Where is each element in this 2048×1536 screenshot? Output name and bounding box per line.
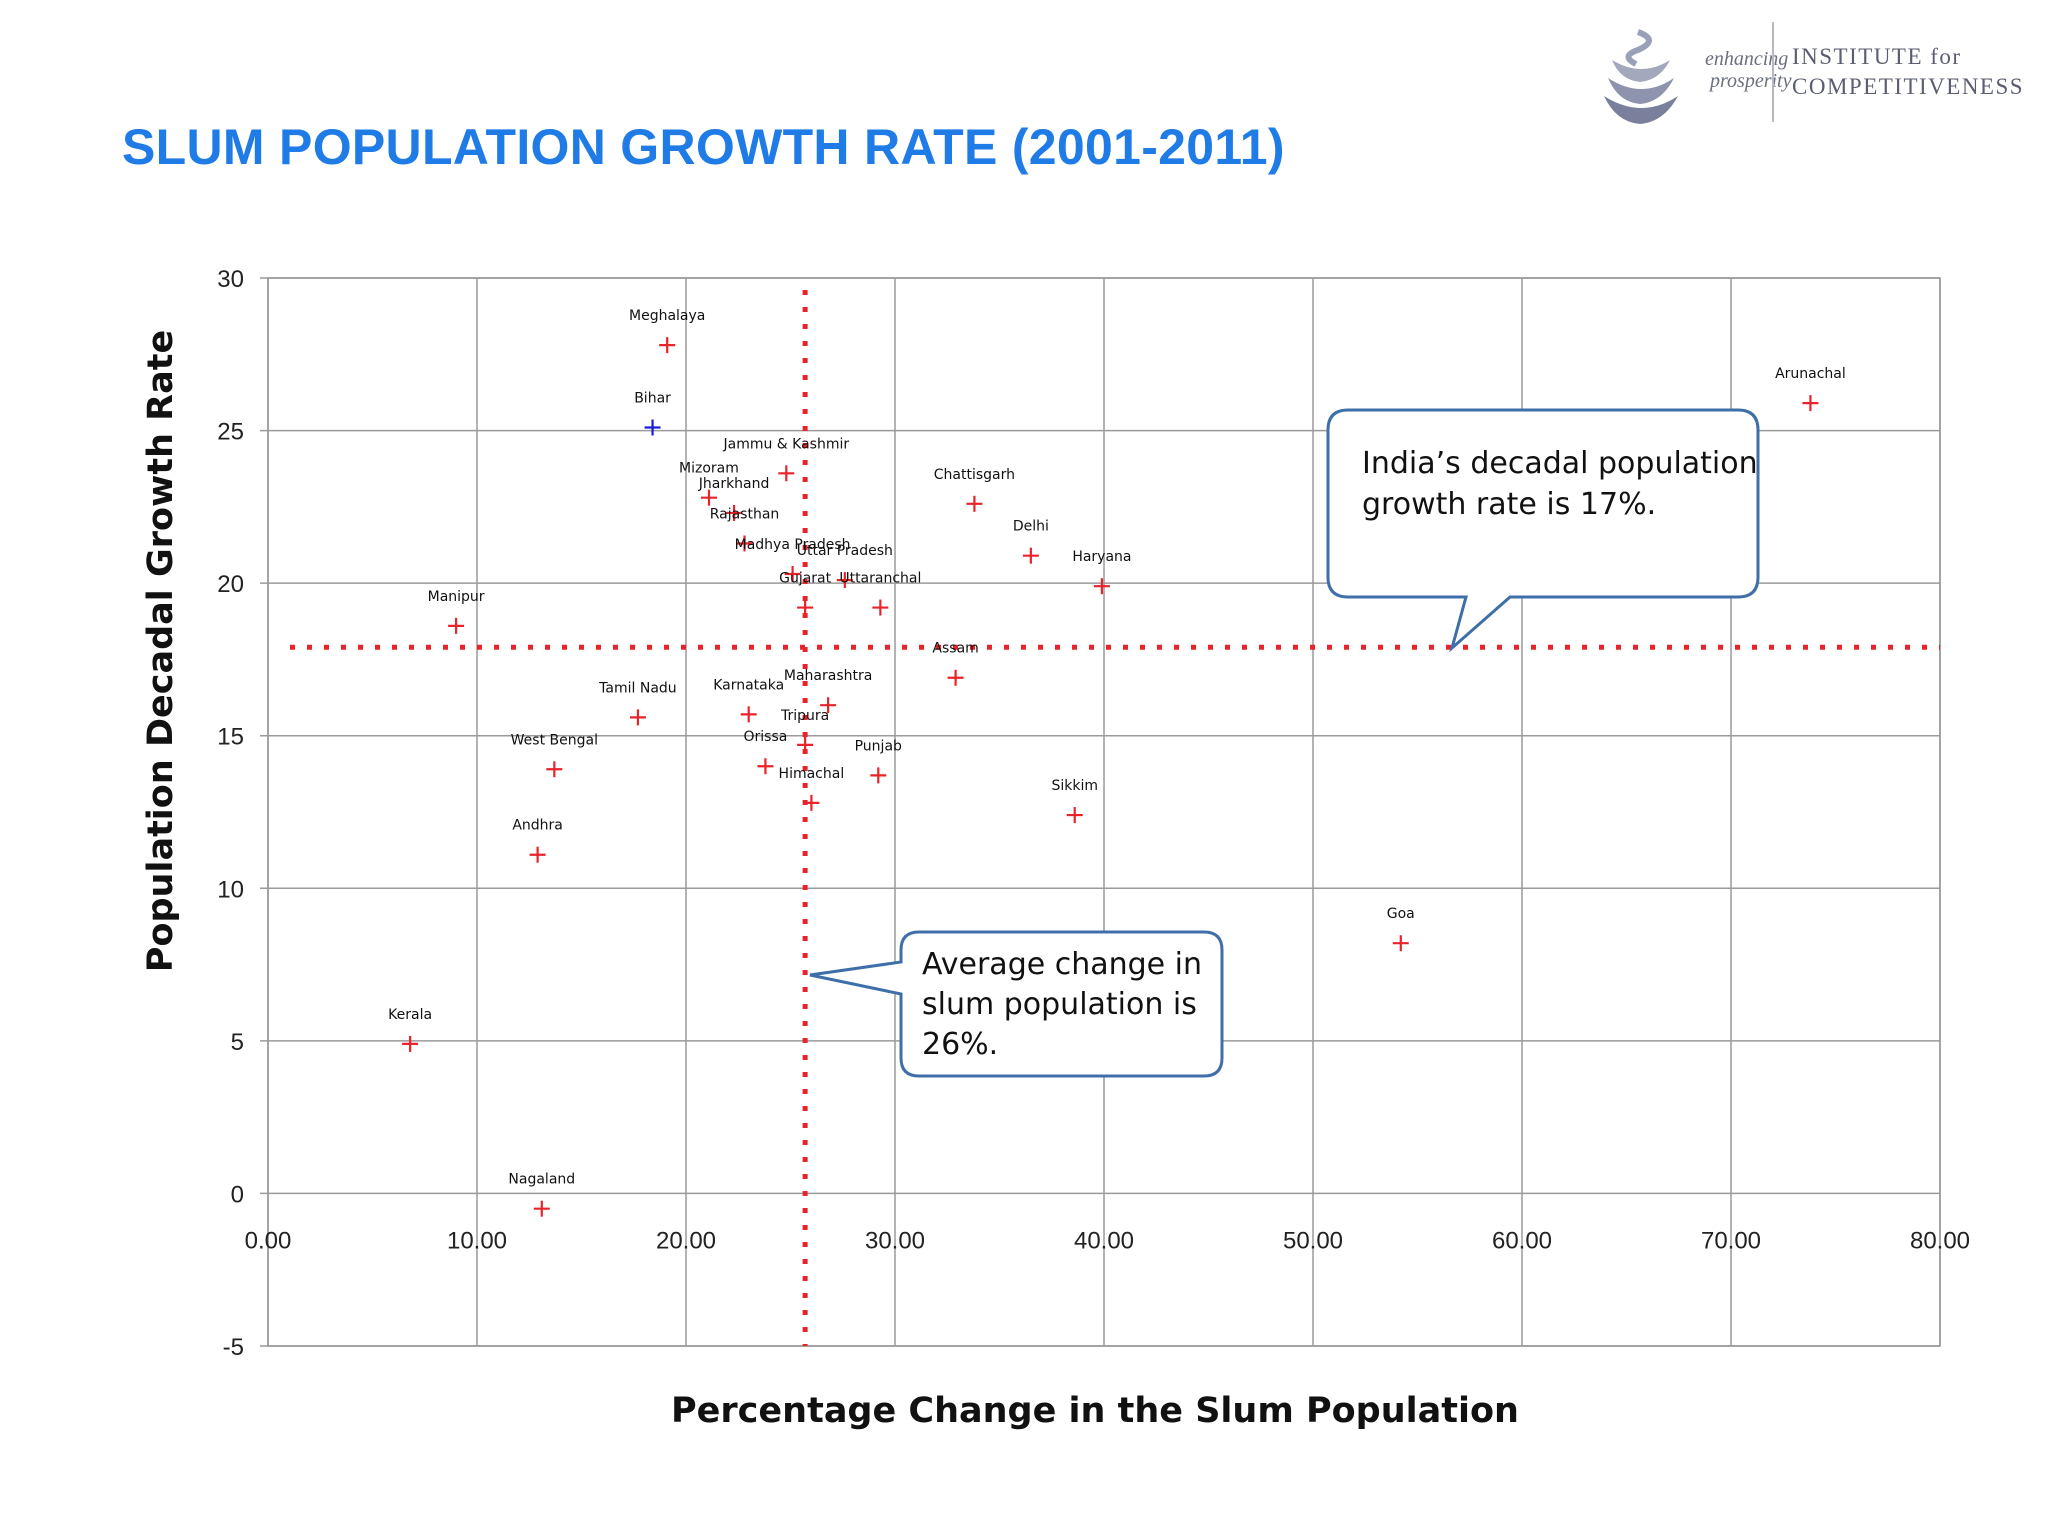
callout-avg-slum: Average change in slum population is 26%… xyxy=(809,930,1224,1078)
x-tick-label: 70.00 xyxy=(1701,1227,1761,1254)
point-label: Meghalaya xyxy=(629,308,705,324)
point-label: Mizoram xyxy=(679,461,739,477)
callout-india-line-2: growth rate is 17%. xyxy=(1362,487,1656,522)
x-tick-label: 20.00 xyxy=(656,1227,716,1254)
data-point xyxy=(533,1200,550,1217)
x-tick-label: 10.00 xyxy=(447,1227,507,1254)
point-label: Karnataka xyxy=(713,677,784,693)
x-axis-title: Percentage Change in the Slum Population xyxy=(671,1391,1519,1431)
point-label: Himachal xyxy=(779,766,845,782)
data-point xyxy=(872,599,889,616)
point-label: Jammu & Kashmir xyxy=(722,436,849,452)
institute-logo: enhancing prosperity INSTITUTE for COMPE… xyxy=(1604,22,2024,124)
y-tick-label: 20 xyxy=(217,571,244,598)
swirl-icon xyxy=(1604,29,1678,124)
x-tick-label: 80.00 xyxy=(1910,1227,1970,1254)
point-label: Punjab xyxy=(855,738,902,754)
data-point xyxy=(1802,395,1819,412)
point-label: Haryana xyxy=(1072,549,1131,565)
callout-avg-line-3: 26%. xyxy=(922,1027,998,1062)
x-tick-label: 30.00 xyxy=(865,1227,925,1254)
axis-ticks: 0.00 10.00 20.00 30.00 40.00 50.00 60.00 70.00 8… xyxy=(217,266,1970,1361)
point-label: Delhi xyxy=(1013,519,1049,535)
data-point xyxy=(1066,807,1083,824)
point-label: Kerala xyxy=(388,1007,432,1023)
point-label: Arunachal xyxy=(1775,366,1846,382)
point-label: Tamil Nadu xyxy=(598,680,677,696)
data-point xyxy=(448,617,465,634)
point-labels: Meghalaya Bihar Arunachal Jammu & Kashmir Mi… xyxy=(388,308,1846,1188)
y-tick-label: 15 xyxy=(217,724,244,751)
point-label: Assam xyxy=(932,641,978,657)
point-label: Sikkim xyxy=(1051,778,1098,794)
y-axis-title: Population Decadal Growth Rate xyxy=(141,330,181,972)
data-point xyxy=(659,337,676,354)
callout-india-growth: India’s decadal population growth rate i… xyxy=(1326,408,1760,653)
reference-lines xyxy=(290,290,1940,1346)
point-label: West Bengal xyxy=(511,732,598,748)
x-tick-label: 60.00 xyxy=(1492,1227,1552,1254)
data-point xyxy=(803,794,820,811)
x-tick-label: 50.00 xyxy=(1283,1227,1343,1254)
point-label: Tripura xyxy=(780,708,829,724)
data-point xyxy=(757,758,774,775)
logo-org-2: COMPETITIVENESS xyxy=(1792,74,2024,99)
point-label: Goa xyxy=(1387,906,1415,922)
y-tick-label: 10 xyxy=(217,876,244,903)
data-point xyxy=(797,599,814,616)
x-tick-label: 40.00 xyxy=(1074,1227,1134,1254)
data-point xyxy=(966,495,983,512)
y-tick-label: 0 xyxy=(231,1181,244,1208)
point-label: Nagaland xyxy=(508,1172,575,1188)
logo-org-1: INSTITUTE for xyxy=(1792,44,1962,69)
data-point xyxy=(1093,578,1110,595)
data-point xyxy=(870,767,887,784)
point-label: Jharkhand xyxy=(698,476,770,492)
page-title: SLUM POPULATION GROWTH RATE (2001-2011) xyxy=(122,119,1285,175)
point-label: Andhra xyxy=(512,818,563,834)
data-point xyxy=(740,706,757,723)
y-tick-label: 5 xyxy=(231,1029,244,1056)
y-tick-label: 30 xyxy=(217,266,244,293)
data-point xyxy=(947,669,964,686)
data-point xyxy=(629,709,646,726)
data-point xyxy=(529,846,546,863)
data-point xyxy=(797,736,814,753)
data-point xyxy=(784,565,801,582)
callout-india-line-1: India’s decadal population xyxy=(1362,446,1758,481)
data-point xyxy=(736,535,753,552)
point-label: Manipur xyxy=(428,589,485,605)
data-point xyxy=(1022,547,1039,564)
point-label: Bihar xyxy=(634,391,671,407)
data-point xyxy=(820,697,837,714)
data-point xyxy=(644,419,661,436)
data-points xyxy=(402,337,1819,1217)
logo-tagline-2: prosperity xyxy=(1708,70,1792,92)
point-label: Uttaranchal xyxy=(839,571,921,587)
point-label: Maharashtra xyxy=(784,668,872,684)
point-label: Madhya Pradesh xyxy=(735,537,851,553)
x-tick-label: 0.00 xyxy=(245,1227,292,1254)
data-point xyxy=(546,761,563,778)
data-point xyxy=(836,572,853,589)
data-point xyxy=(700,489,717,506)
y-tick-label: -5 xyxy=(223,1334,244,1361)
point-label: Chattisgarh xyxy=(934,467,1015,483)
callout-avg-line-2: slum population is xyxy=(922,987,1197,1022)
logo-tagline-1: enhancing xyxy=(1705,48,1788,70)
point-label: Gujarat xyxy=(779,571,832,587)
data-point xyxy=(778,465,795,482)
callout-avg-line-1: Average change in xyxy=(922,947,1202,982)
y-tick-label: 25 xyxy=(217,419,244,446)
point-label: Uttar Pradesh xyxy=(797,543,893,559)
data-point xyxy=(1392,935,1409,952)
point-label: Rajasthan xyxy=(710,506,780,522)
point-label: Orissa xyxy=(743,729,787,745)
data-point xyxy=(402,1035,419,1052)
data-point xyxy=(726,504,743,521)
